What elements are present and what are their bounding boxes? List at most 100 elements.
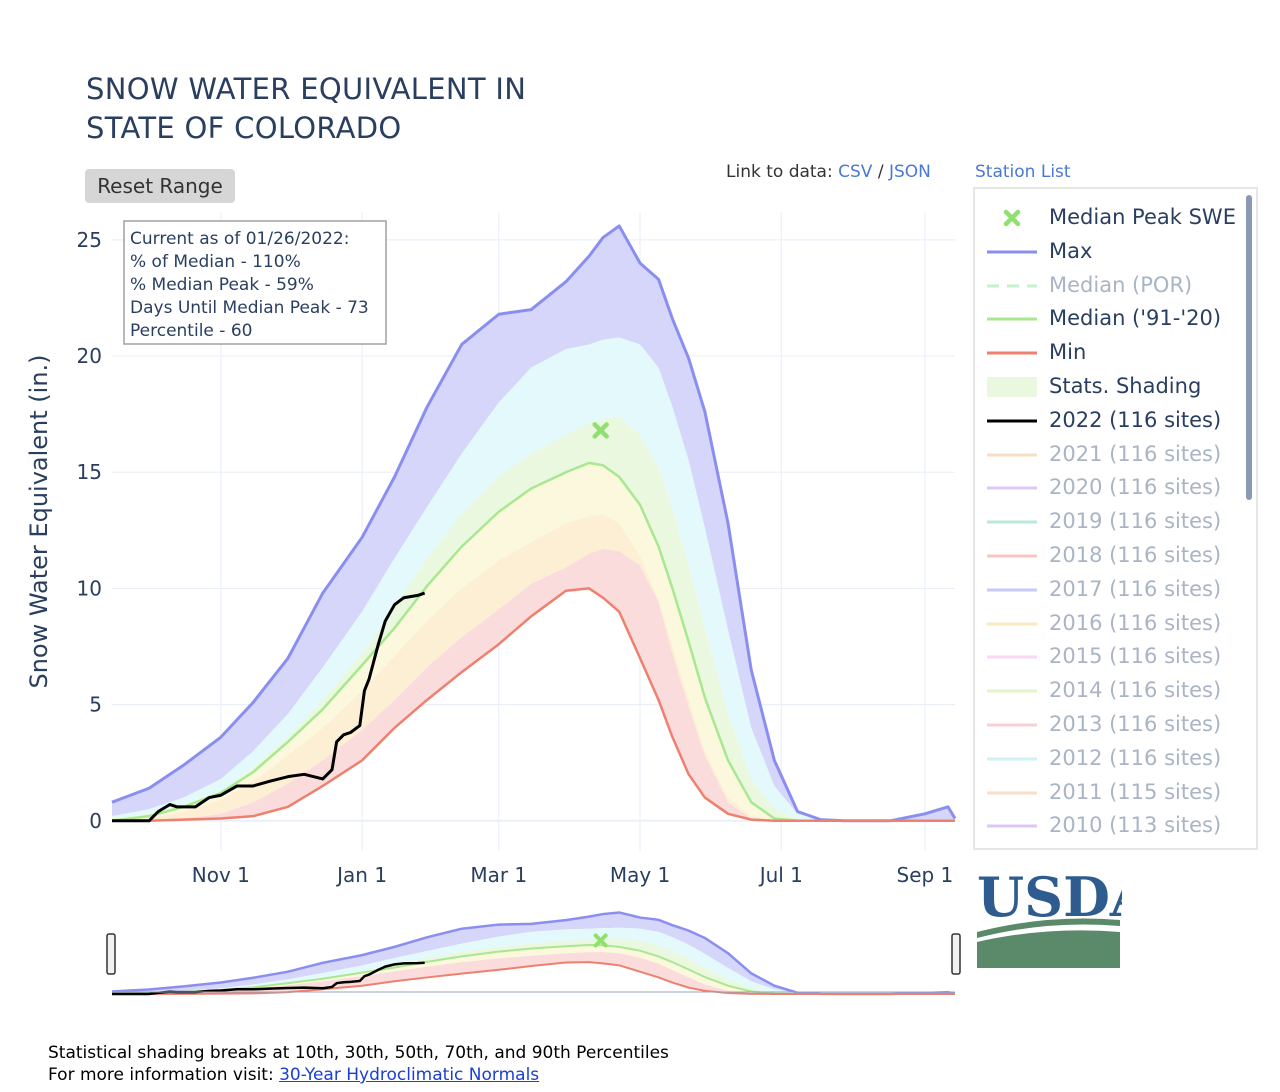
legend-item[interactable]: 2012 (116 sites) bbox=[975, 744, 1245, 774]
range-slider-left-handle[interactable] bbox=[106, 933, 116, 975]
legend-swatch bbox=[987, 723, 1037, 727]
y-tick-label: 25 bbox=[77, 228, 102, 252]
legend-item[interactable]: 2018 (116 sites) bbox=[975, 541, 1245, 571]
legend-item[interactable]: Median ('91-'20) bbox=[975, 304, 1245, 334]
legend-item[interactable]: 2020 (116 sites) bbox=[975, 473, 1245, 503]
annotation-line-days: Days Until Median Peak - 73 bbox=[130, 298, 369, 318]
legend-swatch bbox=[987, 317, 1037, 321]
legend-item[interactable]: 2017 (116 sites) bbox=[975, 575, 1245, 605]
legend-label: 2015 (116 sites) bbox=[1049, 644, 1222, 669]
legend-label: 2018 (116 sites) bbox=[1049, 543, 1222, 567]
legend-scrollbar[interactable] bbox=[1246, 195, 1252, 500]
slider-band-30 bbox=[112, 951, 955, 994]
x-tick-label: Jan 1 bbox=[335, 863, 387, 887]
chart-title-line1: SNOW WATER EQUIVALENT IN bbox=[86, 72, 527, 106]
legend-item[interactable]: 2010 (113 sites) bbox=[975, 811, 1245, 841]
legend-swatch bbox=[987, 377, 1037, 397]
band-max-to-90th bbox=[112, 225, 955, 821]
legend-label: 2014 (116 sites) bbox=[1049, 678, 1222, 703]
legend-item[interactable]: Median Peak SWE bbox=[975, 203, 1245, 233]
legend-swatch bbox=[987, 824, 1037, 828]
legend-swatch bbox=[1003, 209, 1021, 227]
legend-item[interactable]: 2022 (116 sites) bbox=[975, 406, 1245, 436]
legend-item[interactable]: Min bbox=[975, 338, 1245, 368]
normals-link[interactable]: 30-Year Hydroclimatic Normals bbox=[279, 1065, 540, 1085]
legend-label: Min bbox=[1049, 340, 1087, 365]
y-tick-label: 0 bbox=[89, 809, 102, 833]
more-info-prefix: For more information visit: bbox=[48, 1065, 280, 1085]
x-tick-label: Mar 1 bbox=[470, 863, 527, 887]
annotation-line-pct-peak: % Median Peak - 59% bbox=[130, 275, 314, 295]
range-slider-right-handle[interactable] bbox=[951, 933, 961, 975]
x-tick-label: Nov 1 bbox=[192, 863, 250, 887]
annotation-line-pct-median: % of Median - 110% bbox=[130, 252, 301, 272]
legend-label: Stats. Shading bbox=[1049, 374, 1202, 398]
status-annotation: Current as of 01/26/2022: % of Median - … bbox=[123, 220, 387, 345]
legend-item[interactable]: 2016 (116 sites) bbox=[975, 609, 1245, 639]
legend-label: 2012 (116 sites) bbox=[1049, 745, 1222, 770]
more-info: For more information visit: 30-Year Hydr… bbox=[48, 1065, 539, 1085]
legend-swatch bbox=[987, 351, 1037, 355]
y-tick-label: 5 bbox=[89, 693, 102, 717]
station-list-link[interactable]: Station List bbox=[975, 162, 1071, 182]
legend-label: 2017 (116 sites) bbox=[1049, 576, 1222, 601]
legend-item[interactable]: 2011 (115 sites) bbox=[975, 778, 1245, 808]
range-slider[interactable] bbox=[106, 908, 961, 996]
slider-median-peak-marker bbox=[593, 933, 608, 948]
link-prefix: Link to data: bbox=[726, 162, 839, 182]
legend-marker-icon bbox=[1003, 209, 1021, 227]
data-links: Link to data: CSV / JSON bbox=[726, 162, 931, 182]
chart-legend: Median Peak SWE Max Median (POR) Median ('9… bbox=[973, 187, 1258, 850]
legend-label: Max bbox=[1049, 238, 1093, 263]
legend-swatch bbox=[987, 250, 1037, 254]
median-peak-marker bbox=[592, 422, 609, 439]
legend-label: 2010 (113 sites) bbox=[1049, 813, 1222, 838]
legend-swatch bbox=[987, 791, 1037, 795]
chart-title-line2: STATE OF COLORADO bbox=[86, 111, 402, 145]
csv-link[interactable]: CSV bbox=[838, 162, 873, 182]
legend-swatch bbox=[987, 419, 1037, 423]
legend-label: 2020 (116 sites) bbox=[1049, 475, 1222, 500]
y-tick-label: 10 bbox=[77, 576, 102, 600]
legend-label: 2011 (115 sites) bbox=[1049, 779, 1222, 804]
x-tick-label: Sep 1 bbox=[897, 863, 954, 887]
legend-item[interactable]: 2021 (116 sites) bbox=[975, 440, 1245, 470]
legend-swatch bbox=[987, 622, 1037, 626]
legend-swatch bbox=[987, 453, 1037, 457]
legend-label: 2016 (116 sites) bbox=[1049, 610, 1222, 635]
legend-label: Median ('91-'20) bbox=[1049, 306, 1222, 331]
x-tick-label: Jul 1 bbox=[758, 863, 803, 887]
usda-logo-swoosh-1 bbox=[977, 918, 1120, 938]
legend-label: 2019 (116 sites) bbox=[1049, 509, 1222, 534]
slider-min-line bbox=[112, 961, 955, 995]
legend-swatch bbox=[987, 689, 1037, 693]
reset-range-button[interactable]: Reset Range bbox=[85, 169, 235, 203]
shading-note: Statistical shading breaks at 10th, 30th… bbox=[48, 1043, 669, 1063]
y-tick-label: 15 bbox=[77, 460, 102, 484]
legend-item[interactable]: Median (POR) bbox=[975, 271, 1245, 301]
min-line bbox=[112, 587, 955, 823]
band-30th-to-median bbox=[112, 462, 955, 821]
chart-title: SNOW WATER EQUIVALENT IN STATE OF COLORA… bbox=[86, 70, 526, 148]
current-year-line bbox=[112, 591, 426, 823]
usda-logo-field bbox=[977, 930, 1120, 968]
legend-item[interactable]: 2014 (116 sites) bbox=[975, 676, 1245, 706]
legend-swatch bbox=[987, 284, 1037, 288]
main-plot-area[interactable]: 0 5 10 15 20 25 Nov 1 Jan 1 Mar 1 May 1 Jul 1 Sep 1… bbox=[25, 212, 957, 887]
legend-label: 2013 (116 sites) bbox=[1049, 712, 1222, 736]
usda-logo: USDA bbox=[977, 865, 1153, 975]
legend-swatch bbox=[987, 554, 1037, 558]
annotation-line-date: Current as of 01/26/2022: bbox=[130, 229, 349, 249]
legend-swatch bbox=[987, 520, 1037, 524]
legend-item[interactable]: Max bbox=[975, 237, 1245, 267]
legend-swatch bbox=[987, 486, 1037, 490]
json-link[interactable]: JSON bbox=[888, 162, 931, 182]
legend-item[interactable]: 2013 (116 sites) bbox=[975, 710, 1245, 740]
legend-fill-icon bbox=[987, 377, 1037, 397]
legend-item[interactable]: 2019 (116 sites) bbox=[975, 507, 1245, 537]
slider-band-max bbox=[112, 912, 955, 994]
x-tick-label: May 1 bbox=[610, 863, 670, 887]
legend-item[interactable]: Stats. Shading bbox=[975, 372, 1245, 402]
legend-item[interactable]: 2015 (116 sites) bbox=[975, 642, 1245, 672]
